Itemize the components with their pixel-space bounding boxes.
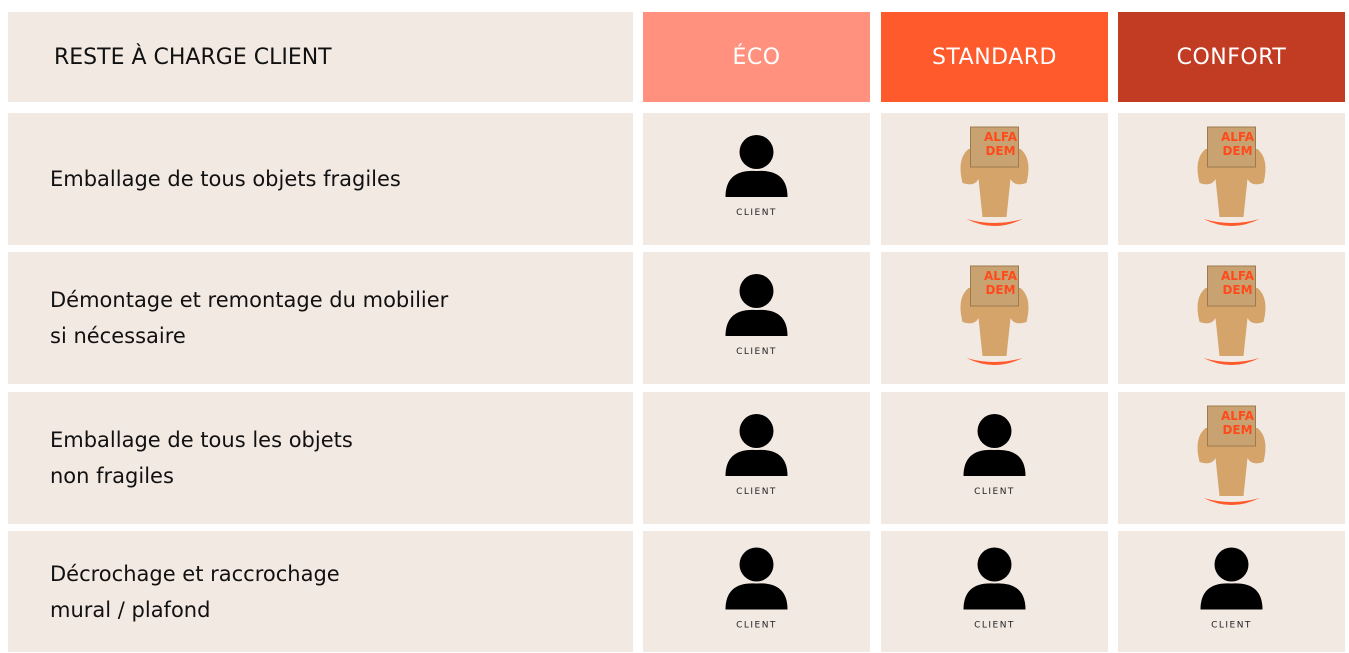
person-head	[739, 414, 774, 448]
caption: CLIENT	[736, 347, 777, 357]
cell: CLIENT	[881, 531, 1108, 652]
logo-arc	[1203, 358, 1260, 365]
logo-box	[1207, 265, 1256, 307]
cell-icon: CLIENT	[725, 414, 788, 497]
cell: ALFA DEM	[881, 113, 1108, 245]
cell: ALFA DEM	[1118, 113, 1345, 245]
cell: ALFA DEM	[881, 252, 1108, 384]
person-head	[977, 414, 1012, 448]
person-head	[739, 274, 774, 308]
logo-text: ALFA	[1221, 130, 1255, 144]
cell: CLIENT	[1118, 531, 1345, 652]
cell: CLIENT	[643, 392, 870, 524]
logo-text: DEM	[985, 283, 1015, 297]
column-header: CONFORT	[1118, 12, 1345, 102]
column-header: ÉCO	[643, 12, 870, 102]
cell-icon: CLIENT	[725, 547, 788, 631]
cell: ALFA DEM	[1118, 392, 1345, 524]
person-head	[739, 547, 774, 582]
logo-arc	[1203, 498, 1260, 505]
caption: CLIENT	[736, 621, 777, 631]
column-header: STANDARD	[881, 12, 1108, 102]
cell: CLIENT	[643, 531, 870, 652]
label-line: si nécessaire	[50, 324, 186, 348]
row-label: Démontage et remontage du mobilier si néc…	[8, 252, 633, 384]
logo-arc	[1203, 219, 1260, 226]
cell: CLIENT	[881, 392, 1108, 524]
row-label: Emballage de tous objets fragiles	[8, 113, 633, 245]
header-title: RESTE À CHARGE CLIENT	[8, 12, 633, 102]
cell-icon: CLIENT	[963, 547, 1026, 631]
caption: CLIENT	[736, 208, 777, 218]
person-body	[725, 583, 788, 610]
person-head	[977, 547, 1012, 582]
logo-box	[1207, 405, 1256, 447]
cell-icon: CLIENT	[725, 274, 788, 357]
logo-text: DEM	[1222, 144, 1252, 158]
cell: CLIENT	[643, 252, 870, 384]
label-line: Emballage de tous objets fragiles	[50, 167, 401, 191]
caption: CLIENT	[974, 621, 1015, 631]
person-body	[963, 583, 1026, 610]
logo-box	[970, 265, 1019, 307]
person-head	[1214, 547, 1249, 582]
logo-text: DEM	[1222, 423, 1252, 437]
logo-text: ALFA	[1221, 269, 1255, 283]
logo-text: ALFA	[984, 269, 1018, 283]
cell-icon: CLIENT	[963, 414, 1026, 497]
cell-icon: CLIENT	[725, 135, 788, 218]
caption: CLIENT	[974, 487, 1015, 497]
person-body	[725, 170, 788, 197]
logo-text: ALFA	[984, 130, 1018, 144]
logo-text: DEM	[1222, 283, 1252, 297]
cell: CLIENT	[643, 113, 870, 245]
label-line: non fragiles	[50, 464, 174, 488]
person-body	[725, 309, 788, 336]
logo-box	[1207, 126, 1256, 168]
label-line: Décrochage et raccrochage	[50, 561, 340, 586]
cell-icon: CLIENT	[1200, 547, 1263, 631]
person-body	[963, 449, 1026, 476]
label-line: mural / plafond	[50, 597, 211, 622]
caption: CLIENT	[1211, 621, 1252, 631]
logo-box	[970, 126, 1019, 168]
label-line: Démontage et remontage du mobilier	[50, 288, 449, 312]
row-label: Décrochage et raccrochage mural / plafond	[8, 531, 633, 652]
logo-text: DEM	[985, 144, 1015, 158]
label-line: Emballage de tous les objets	[50, 428, 353, 452]
caption: CLIENT	[736, 487, 777, 497]
cell: ALFA DEM	[1118, 252, 1345, 384]
person-body	[725, 449, 788, 476]
person-head	[739, 135, 774, 169]
person-body	[1200, 583, 1263, 610]
logo-text: ALFA	[1221, 409, 1255, 423]
logo-arc	[966, 358, 1023, 365]
logo-arc	[966, 219, 1023, 226]
row-label: Emballage de tous les objets non fragiles	[8, 392, 633, 524]
